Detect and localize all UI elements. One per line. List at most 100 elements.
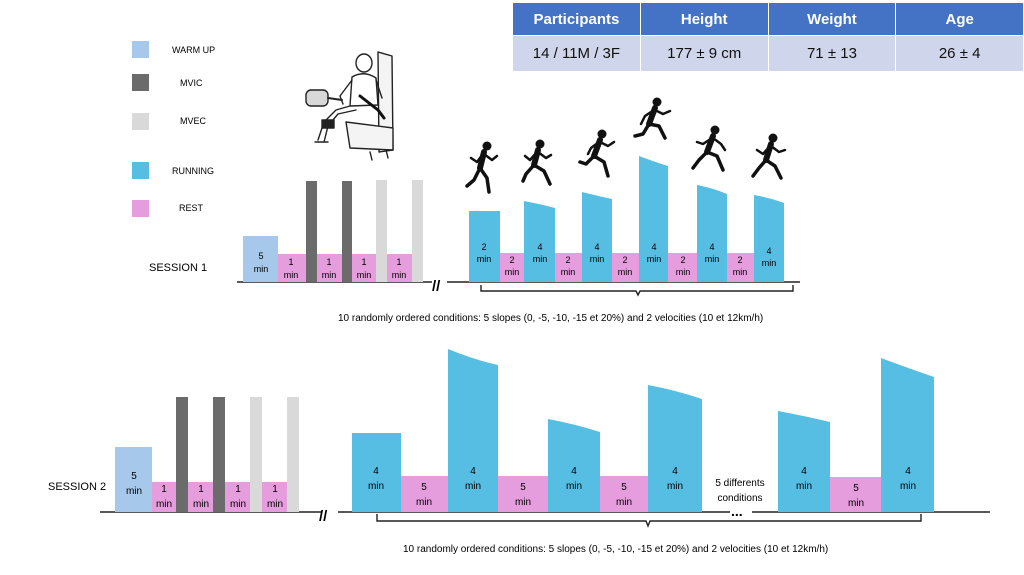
session1-mvic-bar — [342, 181, 352, 282]
session1-run-rest-duration: 2 — [680, 255, 685, 265]
session1-run-unit: min — [477, 254, 492, 264]
session2-break-mark: // — [319, 508, 328, 525]
table-header-row: Participants Height Weight Age — [512, 2, 1024, 36]
session1-break-mark: // — [432, 278, 441, 295]
session1-mvec-bar — [376, 180, 387, 282]
value-weight: 71 ± 13 — [767, 35, 897, 72]
session2-rest-block — [188, 482, 213, 512]
session2-timeline: 5 min 1 min 1 min 1 min 1 min 4 — [115, 349, 934, 555]
dynamometer-chair-illustration — [305, 51, 394, 161]
legend: WARM UP MVIC MVEC RUNNING REST — [132, 41, 215, 217]
session2-run-duration: 4 — [905, 466, 911, 477]
session1-run-rest-block — [500, 253, 524, 282]
session1-rest-unit: min — [392, 270, 407, 280]
session1-rest-block — [352, 254, 376, 282]
session1-run-duration: 4 — [651, 242, 656, 252]
session1-run-duration: 4 — [537, 242, 542, 252]
session1-run-rest-unit: min — [618, 267, 633, 277]
session1-run-rest-unit: min — [561, 267, 576, 277]
session2-run-block — [648, 385, 702, 512]
runner-silhouette — [751, 133, 787, 180]
session2-run-rest-block — [498, 476, 548, 512]
session2-differents-conditions-line1: 5 differents — [715, 478, 764, 489]
session1-warmup-duration: 5 — [258, 251, 263, 261]
session2-run-duration: 4 — [571, 466, 577, 477]
session1-run-unit: min — [762, 258, 777, 268]
session2-run-block — [448, 349, 498, 512]
session2-run-unit: min — [900, 481, 916, 492]
table-value-row: 14 / 11M / 3F 177 ± 9 cm 71 ± 13 26 ± 4 — [512, 35, 1024, 72]
session2-run-rest-block — [830, 477, 881, 512]
header-participants: Participants — [512, 2, 641, 36]
session1-run-unit: min — [647, 254, 662, 264]
session1-run-block — [754, 195, 784, 282]
session1-mvic-bar — [306, 181, 317, 282]
session2-rest-unit: min — [193, 499, 209, 510]
runner-silhouette — [633, 97, 672, 140]
session1-run-rest-block — [612, 253, 639, 282]
header-age: Age — [895, 2, 1024, 36]
session2-brace — [376, 514, 922, 528]
session2-run-unit: min — [796, 481, 812, 492]
session2-ellipsis: ... — [731, 503, 743, 519]
session2-conditions-caption: 10 randomly ordered conditions: 5 slopes… — [403, 544, 828, 555]
legend-label-mvic: MVIC — [180, 78, 203, 88]
session1-run-block — [469, 211, 500, 282]
session2-run-unit: min — [566, 481, 582, 492]
runner-silhouette — [465, 141, 499, 194]
session2-rest-block — [152, 482, 176, 512]
session2-run-rest-duration: 5 — [621, 482, 627, 493]
session2-run-rest-unit: min — [616, 497, 632, 508]
legend-label-running: RUNNING — [172, 166, 214, 176]
legend-swatch-rest — [132, 200, 149, 217]
session1-rest-unit: min — [322, 270, 337, 280]
session2-warmup-block — [115, 447, 152, 512]
session1-rest-unit: min — [357, 270, 372, 280]
session2-label: SESSION 2 — [48, 481, 106, 493]
value-age: 26 ± 4 — [895, 35, 1024, 72]
session2-run-duration: 4 — [801, 466, 807, 477]
session2-run-rest-block — [600, 476, 648, 512]
session2-rest-duration: 1 — [272, 484, 278, 495]
session1-run-duration: 4 — [766, 246, 771, 256]
legend-swatch-warmup — [132, 41, 149, 58]
session1-run-block — [524, 201, 555, 282]
session2-rest-unit: min — [230, 499, 246, 510]
session2-run-duration: 4 — [672, 466, 678, 477]
session1-run-unit: min — [705, 254, 720, 264]
session1-rest-block — [278, 254, 306, 282]
session2-run-rest-unit: min — [848, 498, 864, 509]
session1-run-rest-block — [668, 253, 697, 282]
legend-swatch-mvic — [132, 74, 149, 91]
session1-run-rest-unit: min — [733, 267, 748, 277]
session2-rest-unit: min — [267, 499, 283, 510]
session2-run-unit: min — [465, 481, 481, 492]
legend-swatch-mvec — [132, 113, 149, 130]
session1-warmup-block — [243, 236, 278, 282]
session1-run-rest-unit: min — [676, 267, 691, 277]
runner-silhouette — [578, 129, 616, 178]
session1-run-rest-duration: 2 — [737, 255, 742, 265]
session1-rest-duration: 1 — [288, 257, 293, 267]
session2-run-rest-duration: 5 — [421, 482, 427, 493]
session2-warmup-unit: min — [126, 486, 142, 497]
session1-run-rest-block — [727, 253, 754, 282]
session2-run-duration: 4 — [373, 466, 379, 477]
session1-run-block — [697, 185, 727, 282]
session1-run-block — [639, 156, 668, 282]
value-participants: 14 / 11M / 3F — [512, 35, 641, 72]
session1-run-block — [582, 192, 612, 282]
session1-run-duration: 2 — [481, 242, 486, 252]
session2-run-unit: min — [667, 481, 683, 492]
session2-rest-duration: 1 — [235, 484, 241, 495]
session1-rest-duration: 1 — [326, 257, 331, 267]
session1-run-duration: 4 — [709, 242, 714, 252]
session2-run-duration: 4 — [470, 466, 476, 477]
session1-run-rest-duration: 2 — [509, 255, 514, 265]
session1-timeline: 5 min 1 min 1 min 1 min 1 min — [243, 97, 794, 324]
session2-rest-block — [225, 482, 250, 512]
session2-run-block — [352, 433, 401, 512]
session2-run-rest-duration: 5 — [520, 482, 526, 493]
session1-conditions-caption: 10 randomly ordered conditions: 5 slopes… — [338, 313, 763, 324]
